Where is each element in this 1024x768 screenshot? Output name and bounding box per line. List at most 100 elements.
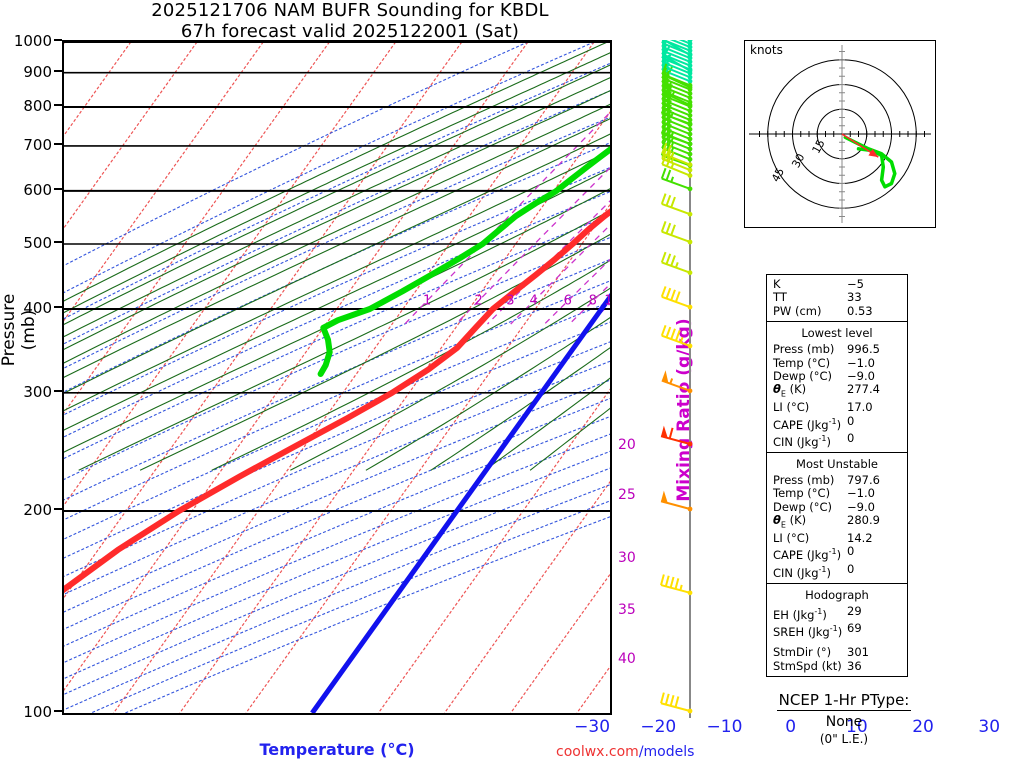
- isobar-lines: [64, 42, 610, 513]
- dewpoint-trace: [317, 145, 610, 377]
- stat-value: 33: [847, 290, 862, 305]
- stats-panel: K −5 TT 33 PW (cm) 0.53 Lowest level Press (mb…: [766, 274, 908, 678]
- stat-label: CAPE (Jkg-1): [773, 547, 842, 563]
- stat-label: Press (mb): [773, 342, 835, 357]
- hodograph-ring-label: 30: [789, 152, 807, 170]
- stat-label: K: [773, 277, 781, 291]
- temperature-trace: [64, 208, 610, 594]
- temperature-axis: −30−20−10010203040: [62, 717, 1000, 741]
- pressure-tick: [54, 508, 62, 510]
- stat-row: CAPE (Jkg-1) 0: [767, 414, 907, 432]
- stat-value: 280.9: [847, 513, 880, 528]
- stats-hodograph-section: Hodograph EH (Jkg-1) 29 SREH (Jkg-1) 69 StmDi…: [767, 584, 907, 676]
- stat-label: LI (°C): [773, 530, 810, 545]
- ptype-value: None: [825, 714, 863, 730]
- stat-value: 0.53: [847, 303, 873, 318]
- mixing-ratio-label: 4: [529, 293, 538, 309]
- stat-row: Temp (°C) −1.0: [767, 486, 907, 501]
- pressure-tick: [54, 142, 62, 145]
- stats-lowest-level-section: Lowest level Press (mb) 996.5 Temp (°C) −1.0…: [767, 322, 907, 454]
- stat-value: 996.5: [847, 342, 880, 357]
- stat-row: PW (cm) 0.53: [767, 303, 907, 318]
- stat-value: 69: [847, 621, 862, 636]
- stat-row: SREH (Jkg-1) 69: [767, 621, 907, 639]
- stat-label: LI (°C): [773, 400, 810, 415]
- stat-label: CIN (Jkg-1): [773, 433, 832, 449]
- pressure-tick: [54, 240, 62, 243]
- stat-value: −9.0: [847, 499, 875, 514]
- temperature-axis-label: Temperature (°C): [259, 740, 415, 759]
- pressure-tick-label: 600: [23, 180, 52, 199]
- stat-value: 36: [847, 658, 862, 673]
- temperature-tick-label: 20: [912, 717, 934, 737]
- stat-value: −1.0: [847, 355, 875, 370]
- pressure-tick: [54, 389, 62, 392]
- stats-most-unstable-heading: Most Unstable: [796, 457, 878, 472]
- height-tick-label: 35: [618, 602, 636, 618]
- stat-row: EH (Jkg-1) 29: [767, 603, 907, 622]
- skewt-diagram: 123468101520: [62, 40, 612, 715]
- title-line-1: 2025121706 NAM BUFR Sounding for KBDL: [151, 0, 549, 21]
- pressure-tick: [54, 187, 62, 190]
- temperature-tick-label: −20: [640, 717, 677, 737]
- stat-value: 29: [847, 603, 862, 618]
- temperature-tick-label: 30: [978, 717, 1001, 737]
- stat-label: Dewp (°C): [773, 369, 833, 384]
- stat-row: Dewp (°C) −9.0: [767, 369, 907, 384]
- stat-row: CIN (Jkg-1) 0: [767, 430, 907, 449]
- moist-adiabat-lines: [64, 42, 610, 471]
- ptype-accumulation: (0" L.E.): [819, 732, 869, 746]
- pressure-tick-label: 1000: [13, 32, 52, 50]
- pressure-tick: [54, 104, 62, 107]
- stat-row: StmDir (°) 301: [767, 645, 907, 660]
- stat-row: Press (mb) 996.5: [767, 342, 907, 357]
- hodograph-units-label: knots: [750, 43, 783, 57]
- stat-value: 0: [847, 430, 855, 445]
- dry-adiabat-lines: [64, 42, 610, 713]
- stat-label: Temp (°C): [773, 486, 831, 501]
- pressure-axis-label: Pressure (mb): [0, 293, 39, 367]
- mixing-ratio-label: 2: [474, 293, 483, 309]
- temperature-tick-label: −10: [706, 717, 743, 737]
- pressure-tick-label: 300: [23, 382, 52, 401]
- stat-value: 14.2: [847, 530, 873, 545]
- watermark-domain: coolwx.com: [556, 744, 639, 760]
- stat-value: 277.4: [847, 382, 880, 397]
- watermark-path: /models: [638, 744, 695, 760]
- stat-row: LI (°C) 14.2: [767, 530, 907, 545]
- temperature-tick-label: 10: [846, 717, 868, 737]
- stat-row: StmSpd (kt) 36: [767, 658, 907, 673]
- freezing-level-line: [310, 292, 610, 713]
- stat-row: θE (K) 280.9: [767, 514, 907, 532]
- pressure-tick-label: 900: [23, 62, 52, 81]
- pressure-axis: 100 200 300 400 500 600 700 800 900 1000: [0, 32, 62, 721]
- stat-row: K −5: [767, 277, 907, 291]
- title-line-2: 67h forecast valid 2025122001 (Sat): [180, 21, 520, 42]
- pressure-tick-label: 100: [23, 703, 52, 721]
- stat-row: LI (°C) 17.0: [767, 400, 907, 415]
- stat-row: Temp (°C) −1.0: [767, 355, 907, 370]
- height-tick-label: 25: [618, 487, 636, 503]
- stat-label: Dewp (°C): [773, 499, 833, 514]
- stat-label: StmDir (°): [773, 645, 832, 660]
- stats-hodograph-heading: Hodograph: [805, 587, 869, 602]
- pressure-tick: [54, 39, 62, 41]
- pressure-tick-label: 700: [23, 135, 52, 154]
- stat-label: θE (K): [773, 513, 807, 530]
- pressure-tick-label: 500: [23, 233, 52, 252]
- pressure-tick: [54, 69, 62, 72]
- watermark: coolwx.com/models: [556, 744, 694, 760]
- stat-value: −1.0: [847, 486, 875, 501]
- temperature-tick-label: 0: [785, 717, 797, 737]
- mixing-ratio-label: 3: [506, 293, 515, 309]
- skewt-canvas: [64, 42, 610, 713]
- mixing-ratio-label: 10: [604, 293, 612, 309]
- stat-label: Temp (°C): [773, 355, 831, 370]
- pressure-tick-label: 200: [23, 501, 52, 519]
- height-tick-label: 20: [618, 437, 636, 453]
- stat-value: 301: [847, 645, 869, 660]
- stat-row: CAPE (Jkg-1) 0: [767, 545, 907, 562]
- mixing-ratio-label: 1: [423, 293, 432, 309]
- stat-label: StmSpd (kt): [773, 658, 842, 673]
- height-tick-label: 40: [618, 651, 636, 667]
